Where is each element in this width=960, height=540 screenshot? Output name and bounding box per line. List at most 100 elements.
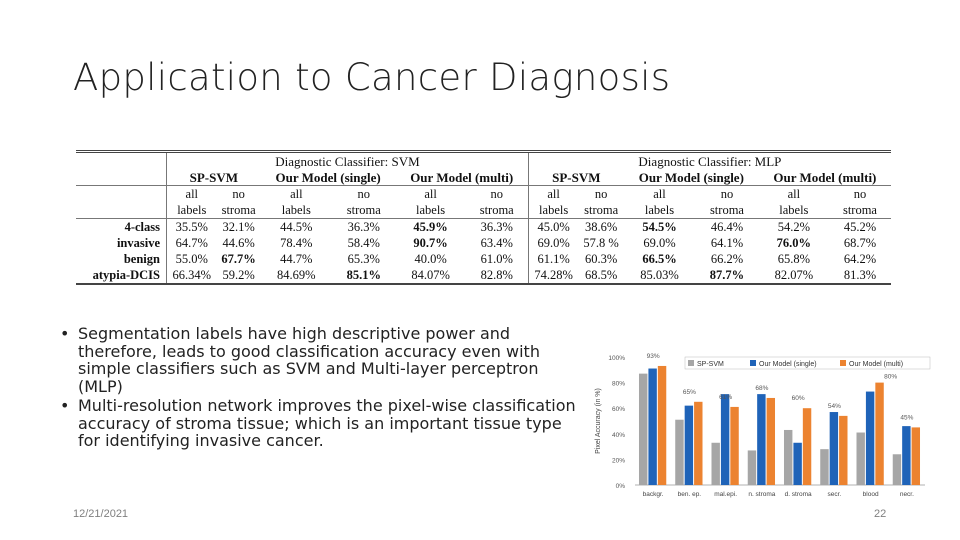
subheader-cell: stroma [465,202,529,219]
table-cell: 66.5% [642,251,677,266]
table-cell: 66.34% [172,267,212,282]
table-cell: 67.7% [221,251,256,266]
bar-our-model-single--4 [793,442,802,485]
table-cell: 32.1% [222,219,255,234]
subheader-cell: stroma [695,202,759,219]
table-cell: 69.0% [643,235,676,250]
table-cell: 45.9% [413,219,448,234]
legend-swatch [688,360,694,366]
table-cell: 54.5% [642,219,677,234]
bullet-dot: • [60,396,70,415]
table-cell: 90.7% [413,235,448,250]
bar-our-model-single--6 [865,391,875,485]
data-label: 80% [884,374,897,381]
table-cell: 44.5% [280,219,313,234]
results-table: Diagnostic Classifier: SVM Diagnostic Cl… [76,150,891,285]
table-cell: 66.2% [710,251,744,266]
table-cell: 63.4% [465,235,529,251]
legend-box [684,356,931,370]
y-tick-label: 20% [612,457,625,464]
table-row: atypia-DCIS 66.34% 59.2% 84.69% 85.1% 84.07% 8… [76,267,891,284]
table-cell: 44.6% [222,235,255,250]
x-tick-label: blood [863,491,879,498]
model-header: SP-SVM [166,169,261,186]
legend-label: SP-SVM [697,361,724,368]
accuracy-table: Diagnostic Classifier: SVM Diagnostic Cl… [76,150,891,285]
table-cell: 65.3% [347,251,380,266]
row-label: 4-class [76,218,167,235]
table-cell: 84.69% [277,267,316,282]
subheader-cell: no [232,186,245,201]
bar-sp-svm-1 [675,419,684,485]
y-tick-label: 0% [616,483,626,490]
table-cell: 57.8 % [583,235,619,250]
table-cell: 64.7% [175,235,208,250]
group-header-svm: Diagnostic Classifier: SVM [166,151,529,169]
table-cell: 78.4% [280,235,313,250]
bullet-dot: • [60,324,70,343]
model-header: Our Model (multi) [758,169,891,186]
bar-our-model-single--1 [684,405,694,485]
table-cell: 85.03% [640,267,679,282]
subheader-cell: labels [166,202,217,219]
data-label: 93% [647,353,660,360]
y-axis-label: Pixel Accuracy (in %) [595,388,602,454]
subheader-cell: no [594,186,608,201]
table-cell: 82.07% [774,267,814,282]
subheader-cell: all [424,186,437,201]
table-cell: 87.7% [709,267,745,282]
bar-our-model-multi--3 [766,397,776,485]
table-cell: 81.3% [843,267,877,282]
subheader-cell: all [290,186,303,201]
subheader-cell: labels [260,202,332,219]
table-cell: 58.4% [347,235,380,250]
x-tick-label: ben. ep. [678,491,702,498]
table-cell: 45.2% [843,219,877,234]
row-label: atypia-DCIS [76,267,167,284]
subheader-cell: labels [528,202,579,219]
group-header-mlp: Diagnostic Classifier: MLP [638,153,782,169]
bar-our-model-multi--2 [730,406,739,485]
bar-sp-svm-5 [820,449,829,485]
bar-sp-svm-4 [783,429,793,485]
row-label: invasive [76,235,167,251]
table-header-classifier: Diagnostic Classifier: SVM Diagnostic Cl… [76,151,891,169]
page-number: 22 [874,508,887,520]
bar-our-model-single--7 [902,426,911,485]
bar-sp-svm-3 [747,450,757,485]
table-cell: 64.1% [710,235,744,250]
table-cell: 46.4% [710,219,744,234]
data-label: 61% [719,394,732,401]
table-row: benign 55.0% 67.7% 44.7% 65.3% 40.0% 61.0% 61.1… [76,251,891,267]
table-row: invasive 64.7% 44.6% 78.4% 58.4% 90.7% 63.4% 69… [76,235,891,251]
table-cell: 40.0% [414,251,447,266]
table-cell: 85.1% [346,267,381,282]
data-label: 45% [900,414,913,421]
model-header: Our Model (single) [623,169,759,186]
table-cell: 76.0% [776,235,812,250]
bullet-list: • Segmentation labels have high descript… [60,325,580,452]
bullet-item: • Segmentation labels have high descript… [60,325,580,395]
table-cell: 61.0% [465,251,529,267]
table-cell: 36.3% [347,219,380,234]
y-tick-label: 80% [612,381,625,388]
bar-our-model-multi--7 [911,427,921,485]
legend-swatch [750,360,756,366]
model-header: Our Model (multi) [395,169,529,186]
table-cell: 45.0% [537,219,570,234]
table-cell: 38.6% [584,219,618,234]
bar-our-model-single--0 [648,368,657,485]
table-cell: 60.3% [584,251,618,266]
table-cell: 44.7% [280,251,313,266]
table-cell: 59.2% [222,267,255,282]
subheader-cell: all [185,186,199,201]
bullet-item: • Multi-resolution network improves the … [60,397,580,450]
subheader-cell: labels [758,202,829,219]
table-cell: 35.5% [175,219,208,234]
bar-our-model-multi--0 [657,365,667,485]
table-header-models: SP-SVM Our Model (single) Our Model (mul… [76,169,891,186]
table-cell: 82.8% [465,267,529,284]
x-tick-label: n. stroma [748,491,775,498]
slide-title: Application to Cancer Diagnosis [73,56,671,99]
subheader-cell: labels [395,202,466,219]
